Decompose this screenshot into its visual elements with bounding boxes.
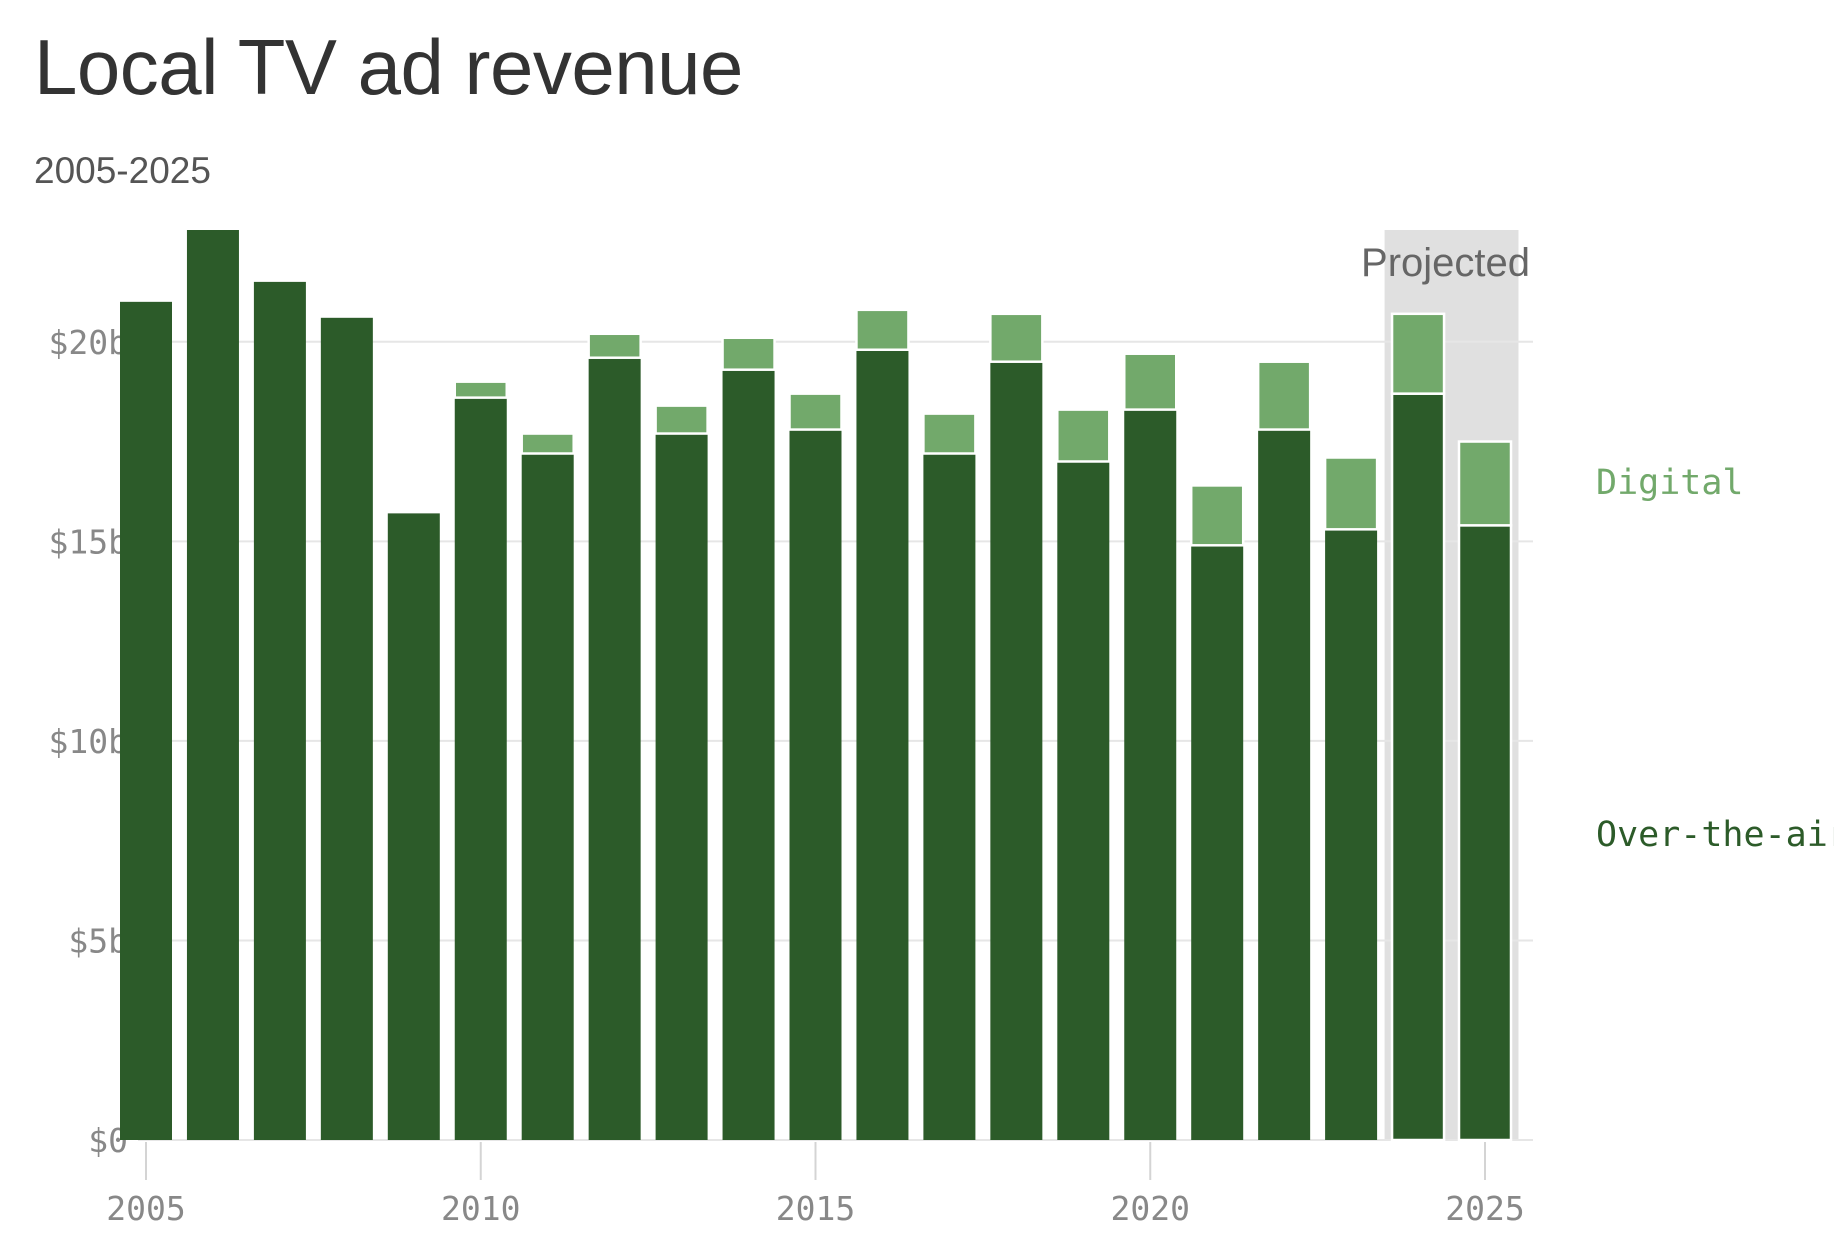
bar-digital [520,432,575,455]
chart-subtitle: 2005-2025 [34,150,211,191]
bar-digital [1457,440,1513,527]
x-tick-label: 2020 [1111,1189,1190,1228]
bar-digital [855,308,910,351]
bar-over-the-air [387,513,440,1140]
bar-over-the-air [1325,529,1378,1140]
bar-over-the-air [1057,461,1110,1141]
bar-over-the-air [588,357,641,1140]
bar-digital [1256,360,1312,431]
bar-over-the-air [655,433,708,1141]
bar-over-the-air [454,397,507,1140]
x-tick-label: 2005 [106,1189,185,1228]
bar-digital [587,332,642,359]
legend-label-digital: Digital [1596,463,1744,503]
y-tick-label: $15b [49,522,128,561]
x-tick-label: 2015 [776,1189,855,1228]
bar-over-the-air [1191,545,1244,1140]
bar-over-the-air [1124,409,1177,1141]
bar-digital [654,404,709,435]
x-tick-label: 2025 [1445,1189,1524,1228]
y-tick-label: $10b [49,722,128,761]
bar-digital [721,336,776,371]
bar-over-the-air [253,281,306,1140]
bar-over-the-air [320,317,373,1140]
bar-over-the-air [186,230,239,1140]
bar-over-the-air [923,453,976,1140]
y-tick-label: $20b [49,323,128,362]
bar-over-the-air [856,349,909,1141]
bar-digital [1123,352,1178,411]
bar-digital [989,312,1044,363]
bar-over-the-air [120,301,172,1140]
bar-over-the-air [1258,429,1311,1140]
projected-label: Projected [1361,241,1530,285]
bar-over-the-air [1457,524,1513,1142]
legend-label-over-the-air: Over-the-air [1596,815,1834,855]
bar-digital [1390,312,1446,395]
bar-digital [453,380,508,399]
bar-digital [1189,484,1245,547]
chart-title: Local TV ad revenue [34,23,743,111]
bar-over-the-air [722,369,775,1140]
bar-over-the-air [521,453,574,1140]
bar-over-the-air [990,361,1043,1140]
x-tick-label: 2010 [441,1189,520,1228]
bar-over-the-air [789,429,842,1140]
bar-digital [1056,408,1111,463]
y-tick-label: $5b [68,921,128,960]
bar-digital [1323,456,1379,531]
bar-digital [788,392,843,431]
bar-digital [922,412,977,455]
bar-over-the-air [1390,392,1446,1142]
